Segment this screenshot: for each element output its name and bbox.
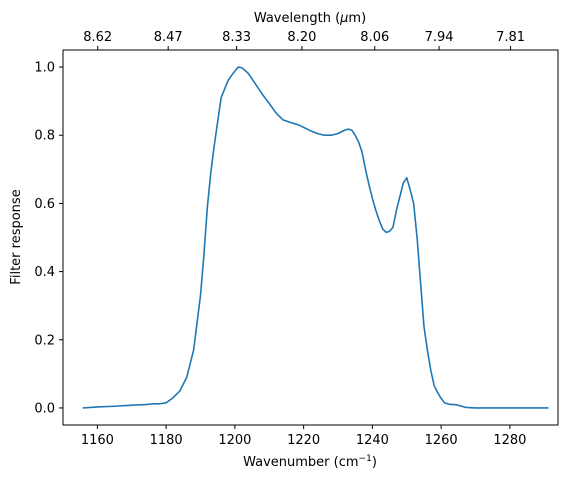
- x-tick-label: 1200: [218, 433, 251, 448]
- plot-frame: [62, 49, 559, 426]
- x-axis-bottom: 1160 1180 1200 1220 1240 1260 1280: [81, 425, 526, 448]
- top-axis-title: Wavelength (μm): [254, 11, 366, 26]
- x-axis-title-close: ): [372, 455, 377, 470]
- x-axis-title-main: Wavenumber (cm: [243, 455, 358, 470]
- series-layer: [82, 66, 549, 409]
- y-tick-label: 0.0: [34, 401, 55, 416]
- y-tick-label: 0.4: [34, 265, 55, 280]
- top-tick-label: 8.20: [287, 30, 316, 45]
- x-tick-label: 1180: [150, 433, 183, 448]
- x-tick-label: 1240: [356, 433, 389, 448]
- x-axis-title-exponent: −1: [359, 454, 372, 464]
- y-tick-label: 0.8: [34, 129, 55, 144]
- x-axis-top: 8.62 8.47 8.33 8.20 8.06 7.94 7.81: [83, 30, 525, 50]
- top-tick-label: 8.62: [83, 30, 112, 45]
- y-axis-left: 0.0 0.2 0.4 0.6 0.8 1.0: [34, 61, 63, 416]
- x-tick-label: 1280: [493, 433, 526, 448]
- top-axis-title-prefix: Wavelength (: [254, 11, 340, 26]
- y-tick-label: 0.2: [34, 333, 55, 348]
- y-axis-title: Filter response: [9, 189, 24, 284]
- top-tick-label: 8.33: [222, 30, 251, 45]
- y-tick-label: 1.0: [34, 61, 55, 76]
- x-tick-label: 1160: [81, 433, 114, 448]
- series-line-0: [82, 66, 549, 409]
- plot-area: [62, 49, 559, 426]
- top-tick-label: 8.47: [154, 30, 183, 45]
- x-tick-label: 1260: [425, 433, 458, 448]
- x-tick-label: 1220: [287, 433, 320, 448]
- top-axis-title-mu: μ: [339, 11, 348, 26]
- top-tick-label: 8.06: [360, 30, 389, 45]
- y-tick-label: 0.6: [34, 197, 55, 212]
- top-tick-label: 7.94: [425, 30, 454, 45]
- top-axis-title-suffix: m): [348, 11, 366, 26]
- x-axis-title: Wavenumber (cm−1): [243, 454, 377, 470]
- top-tick-label: 7.81: [496, 30, 525, 45]
